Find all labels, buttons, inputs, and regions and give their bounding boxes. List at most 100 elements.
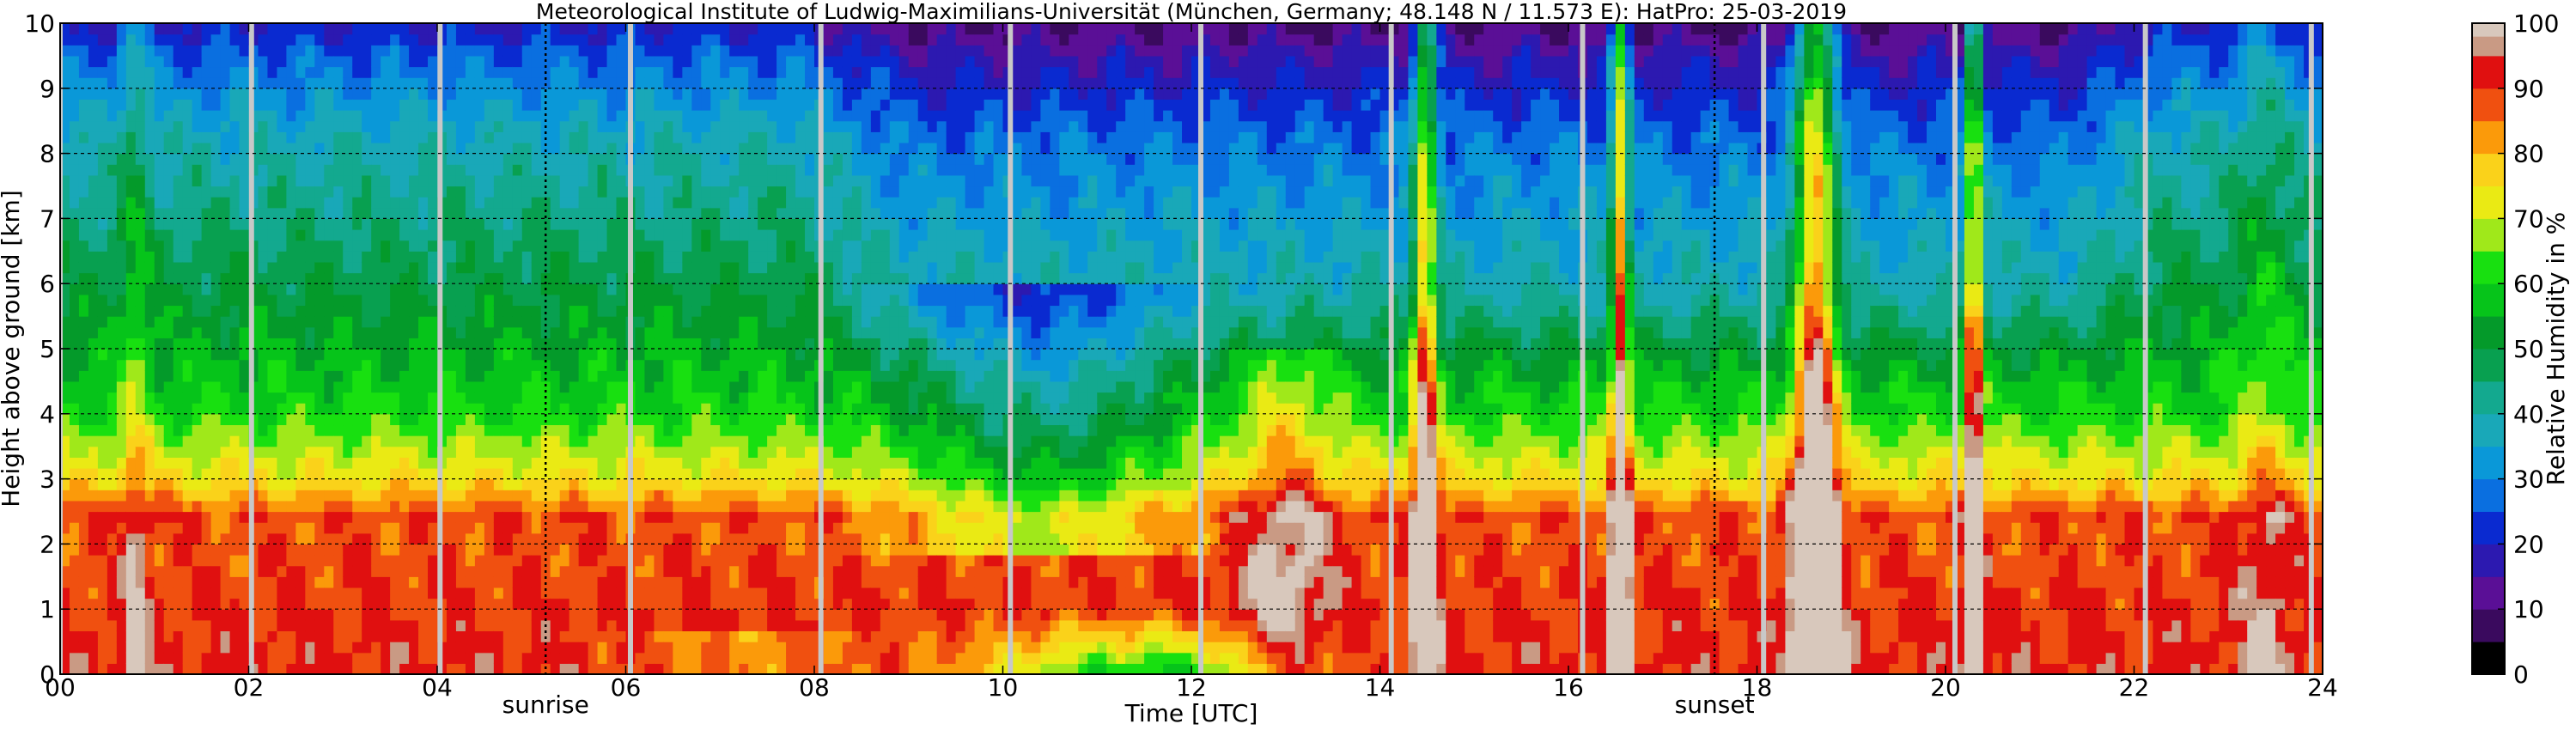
heat-cell (475, 56, 485, 67)
heat-cell (635, 316, 645, 327)
heat-cell (786, 392, 796, 404)
heat-cell (230, 23, 241, 34)
heat-cell (79, 251, 89, 262)
heat-cell (362, 154, 372, 165)
heat-cell (333, 251, 344, 262)
heat-cell (729, 338, 740, 349)
heat-cell (174, 587, 184, 599)
heat-cell (399, 283, 410, 295)
heat-cell (710, 522, 721, 533)
heat-cell (824, 566, 834, 577)
heat-cell (155, 414, 165, 425)
heat-cell (824, 208, 834, 219)
heat-cell (682, 609, 692, 620)
heat-cell (333, 218, 344, 229)
heat-cell (551, 77, 561, 88)
heat-cell (607, 34, 618, 46)
heat-cell (98, 240, 108, 252)
heat-cell (362, 349, 372, 360)
heat-cell (381, 273, 391, 284)
heat-cell (748, 131, 758, 143)
heat-cell (758, 34, 768, 46)
heat-cell (635, 533, 645, 544)
heat-cell (513, 599, 523, 610)
heat-cell (98, 609, 108, 620)
heat-cell (579, 381, 589, 392)
heat-cell (98, 555, 108, 566)
heat-cell (682, 316, 692, 327)
heat-cell (174, 435, 184, 447)
heat-cell (532, 533, 542, 544)
heat-cell (588, 338, 599, 349)
heat-cell (399, 121, 410, 132)
heat-cell (701, 186, 711, 198)
heat-cell (343, 512, 353, 523)
heat-cell (258, 121, 268, 132)
heat-cell (475, 262, 485, 273)
heat-cell (399, 88, 410, 100)
heat-cell (324, 45, 334, 56)
heat-cell (333, 457, 344, 468)
heat-cell (277, 360, 287, 371)
heat-cell (503, 23, 514, 34)
heat-cell (607, 273, 618, 284)
heat-cell (786, 381, 796, 392)
heat-cell (475, 566, 485, 577)
heat-cell (776, 360, 787, 371)
heat-cell (343, 381, 353, 392)
heat-cell (617, 457, 627, 468)
heat-cell (551, 305, 561, 316)
heat-cell (691, 630, 702, 642)
heat-cell (305, 392, 315, 404)
heat-cell (588, 370, 599, 381)
heat-cell (381, 316, 391, 327)
heat-cell (314, 262, 325, 273)
heat-cell (748, 99, 758, 110)
heat-cell (277, 56, 287, 67)
heat-cell (484, 34, 495, 46)
heat-cell (202, 468, 212, 479)
heat-cell (484, 392, 495, 404)
heat-cell (352, 424, 362, 435)
heat-cell (164, 609, 174, 620)
heat-cell (447, 501, 457, 512)
heat-cell (644, 533, 655, 544)
heat-cell (560, 599, 570, 610)
heat-cell (371, 121, 381, 132)
heat-cell (126, 240, 137, 252)
heat-cell (805, 154, 815, 165)
heat-cell (503, 468, 514, 479)
heat-cell (286, 512, 296, 523)
heat-cell (174, 45, 184, 56)
heat-cell (174, 164, 184, 175)
heat-cell (117, 381, 127, 392)
heat-cell (598, 566, 608, 577)
heat-cell (211, 273, 222, 284)
heat-cell (136, 587, 146, 599)
heat-cell (710, 479, 721, 490)
heat-cell (79, 23, 89, 34)
heat-cell (79, 599, 89, 610)
heat-cell (381, 175, 391, 186)
heat-cell (795, 468, 806, 479)
heat-cell (560, 587, 570, 599)
heat-cell (710, 295, 721, 306)
heat-cell (333, 110, 344, 121)
heat-cell (560, 435, 570, 447)
heat-cell (70, 620, 80, 631)
heat-cell (475, 251, 485, 262)
heat-cell (598, 392, 608, 404)
heat-cell (145, 229, 155, 240)
heat-cell (588, 381, 599, 392)
heat-cell (117, 88, 127, 100)
heat-cell (795, 262, 806, 273)
heat-cell (710, 533, 721, 544)
heat-cell (277, 295, 287, 306)
heat-cell (107, 262, 118, 273)
heat-cell (456, 620, 466, 631)
heat-cell (324, 490, 334, 501)
heat-cell (673, 175, 683, 186)
heat-cell (786, 175, 796, 186)
heat-cell (343, 338, 353, 349)
heat-cell (286, 468, 296, 479)
